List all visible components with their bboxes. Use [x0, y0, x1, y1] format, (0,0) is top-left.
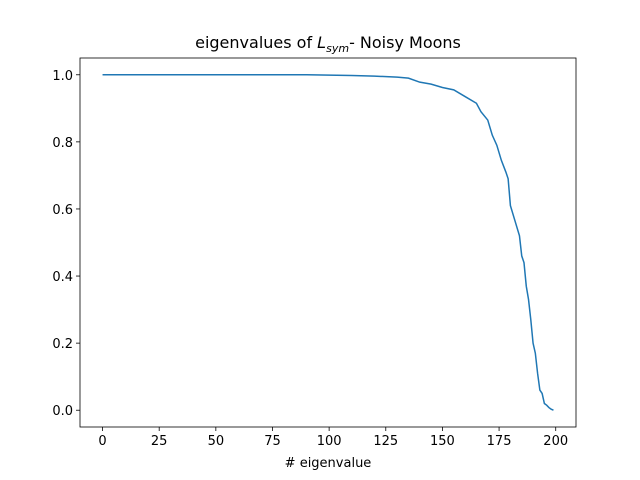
title-symbol: L	[317, 33, 326, 52]
x-tick-label: 125	[373, 434, 398, 449]
title-text: eigenvalues of	[195, 33, 317, 52]
x-tick-label: 100	[317, 434, 342, 449]
y-tick-label: 1.0	[52, 69, 73, 84]
y-tick-label: 0.6	[52, 203, 73, 218]
y-tick-label: 0.4	[52, 270, 73, 285]
title-subscript: sym	[326, 42, 349, 55]
y-tick-label: 0.0	[52, 404, 73, 419]
x-tick-label: 150	[430, 434, 455, 449]
chart-title: eigenvalues of Lsym- Noisy Moons	[195, 33, 461, 55]
x-tick-label: 25	[151, 434, 168, 449]
x-tick-label: 50	[208, 434, 225, 449]
x-tick-label: 200	[543, 434, 568, 449]
y-tick-label: 0.2	[52, 337, 73, 352]
x-tick-label: 75	[264, 434, 281, 449]
x-tick-label: 0	[98, 434, 106, 449]
title-text: - Noisy Moons	[349, 33, 461, 52]
y-tick-label: 0.8	[52, 136, 73, 151]
x-axis-label: # eigenvalue	[285, 456, 372, 471]
x-tick-label: 175	[487, 434, 512, 449]
plot-frame	[79, 57, 577, 428]
data-line	[102, 74, 554, 411]
